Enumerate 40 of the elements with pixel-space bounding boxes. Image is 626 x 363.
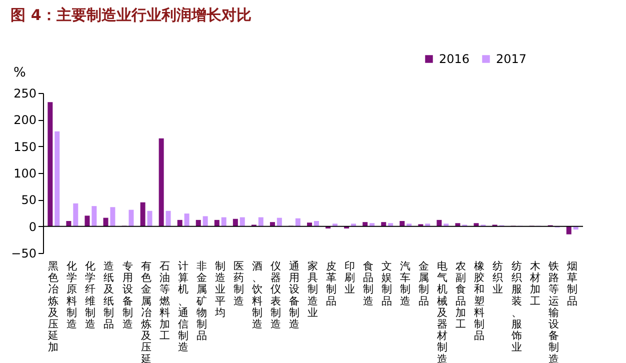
y-tick-label: −50: [11, 246, 36, 260]
y-tick-label: 200: [14, 113, 36, 128]
y-tick-label: 150: [14, 140, 36, 154]
x-tick-label: 纺织业: [492, 260, 504, 296]
x-tick-label: 医药制造: [233, 260, 244, 308]
x-tick-label: 皮革制品: [326, 260, 338, 308]
category-label: 电气机械及器材制造: [437, 260, 448, 363]
x-tick-label: 黑色冶炼及压延加: [47, 260, 60, 354]
x-tick-label: 文娱制品: [382, 260, 393, 308]
x-tick-label: 造纸及纸制品: [104, 260, 115, 330]
x-tick-label: 农副食品加工: [456, 260, 467, 330]
category-label: 铁路等运输设备制造: [548, 260, 560, 363]
x-tick-label: 家具制造业: [308, 260, 318, 319]
x-tick-label: 非金属矿物制品: [195, 260, 208, 342]
y-tick-label: 0: [28, 220, 36, 234]
x-tick-label: 纺织服装、服饰业: [510, 260, 522, 354]
y-tick-label: 250: [14, 86, 36, 100]
category-label: 有色金属冶炼及压延: [140, 260, 152, 363]
x-tick-label: 汽车制造: [400, 260, 412, 308]
x-tick-label: 专用设备制造: [122, 260, 134, 330]
legend-label: 2017: [496, 52, 527, 66]
x-tick-label: 金属制品: [418, 260, 430, 308]
x-tick-label: 仪器仪表制造: [270, 260, 282, 330]
x-tick-label: 烟草制品: [566, 260, 578, 308]
x-tick-label: 计算机、通信制造: [178, 260, 189, 354]
legend-label: 2016: [439, 52, 470, 66]
x-tick-label: 食品制造: [363, 260, 374, 308]
x-tick-label: 化学纤维制造: [85, 260, 96, 330]
chart-title: 图 4：主要制造业行业利润增长对比: [10, 6, 252, 24]
y-tick-label: 100: [14, 166, 36, 180]
x-tick-label: 木材加工: [528, 260, 541, 308]
x-tick-label: 石油等燃料加工: [159, 260, 170, 342]
y-axis-title: %: [14, 66, 26, 80]
x-tick-label: 酒、饮料制造: [250, 260, 263, 330]
x-tick-label: 化学原料制造: [66, 260, 78, 330]
x-tick-label: 印刷业: [344, 260, 356, 296]
y-tick-label: 50: [21, 193, 36, 208]
x-tick-label: 制造业平均: [214, 260, 226, 319]
x-tick-label: 橡胶和塑料制品: [474, 260, 486, 342]
x-tick-label: 通用设备制造: [288, 260, 300, 330]
